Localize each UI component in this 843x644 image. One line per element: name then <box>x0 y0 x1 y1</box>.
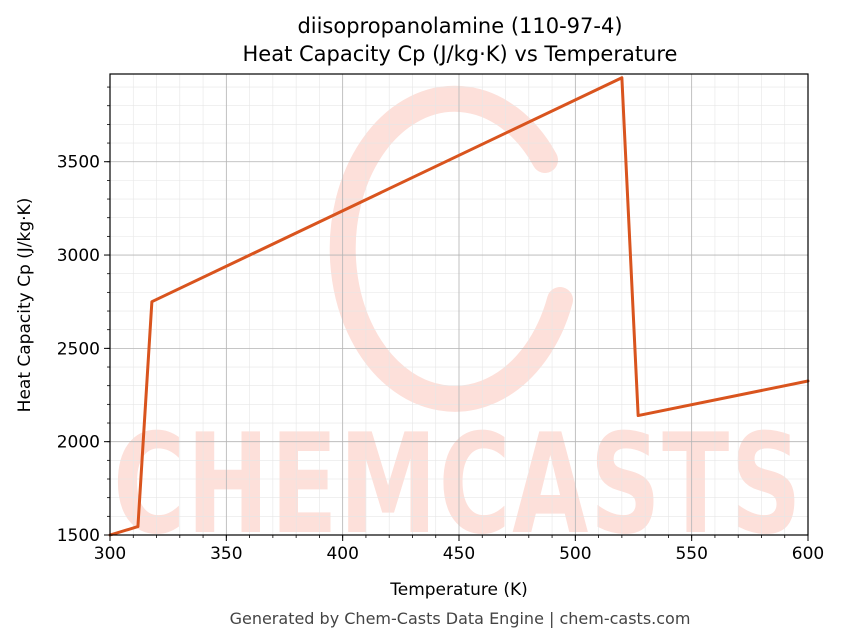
watermark: CHEMCASTS <box>113 85 803 565</box>
watermark-text: CHEMCASTS <box>113 404 803 565</box>
y-tick-label: 2000 <box>57 433 100 453</box>
x-tick-label: 350 <box>210 544 242 564</box>
series-layer <box>108 76 810 537</box>
x-tick-label: 450 <box>443 544 475 564</box>
x-axis-ticks: 300 350 400 450 500 550 600 <box>94 535 824 564</box>
x-tick-label: 550 <box>675 544 707 564</box>
watermark-logo-arc <box>329 85 573 412</box>
y-tick-label: 3500 <box>57 153 100 173</box>
y-axis-ticks: 1500 2000 2500 3000 3500 <box>57 86 110 546</box>
chart-subtitle: Heat Capacity Cp (J/kg·K) vs Temperature <box>243 42 678 66</box>
y-tick-label: 2500 <box>57 339 100 359</box>
x-tick-label: 500 <box>559 544 591 564</box>
x-tick-label: 600 <box>792 544 824 564</box>
chart-title: diisopropanolamine (110-97-4) <box>297 14 622 38</box>
x-axis-label: Temperature (K) <box>389 580 528 600</box>
y-tick-label: 3000 <box>57 246 100 266</box>
y-tick-label: 1500 <box>57 526 100 546</box>
x-tick-label: 400 <box>326 544 358 564</box>
x-tick-label: 300 <box>94 544 126 564</box>
series-line <box>108 76 810 537</box>
footer-credit: Generated by Chem-Casts Data Engine | ch… <box>230 609 691 628</box>
y-axis-label: Heat Capacity Cp (J/kg·K) <box>15 198 35 413</box>
